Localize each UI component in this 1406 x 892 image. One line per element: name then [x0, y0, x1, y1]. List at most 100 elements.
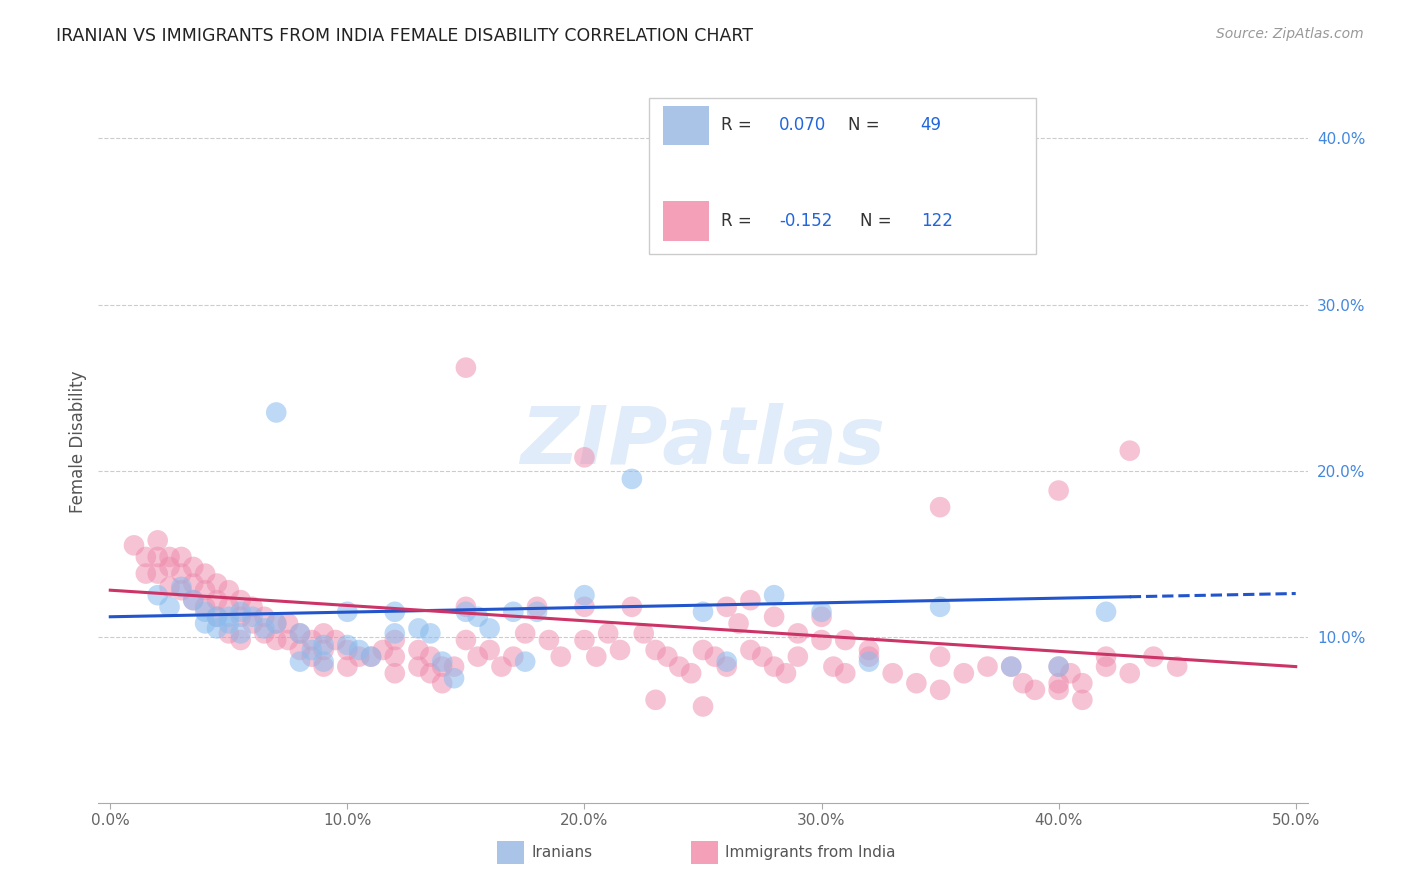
Point — [218, 583, 240, 598]
Point — [253, 621, 276, 635]
Point — [574, 633, 596, 648]
Point — [146, 533, 169, 548]
Point — [929, 682, 952, 697]
Point — [1047, 682, 1070, 697]
Point — [194, 583, 217, 598]
Point — [763, 609, 786, 624]
Point — [253, 626, 276, 640]
Point — [205, 609, 228, 624]
Point — [253, 609, 276, 624]
Point — [502, 649, 524, 664]
Point — [1119, 443, 1142, 458]
Point — [146, 549, 169, 564]
Point — [810, 605, 832, 619]
Point — [432, 676, 454, 690]
Point — [515, 626, 537, 640]
Point — [181, 576, 204, 591]
Point — [264, 633, 287, 648]
Point — [1047, 659, 1070, 673]
Point — [929, 649, 952, 664]
Text: 49: 49 — [921, 117, 942, 135]
Point — [467, 609, 489, 624]
Point — [657, 649, 679, 664]
Point — [229, 626, 252, 640]
Point — [264, 616, 287, 631]
Point — [146, 588, 169, 602]
Point — [775, 666, 797, 681]
Text: Source: ZipAtlas.com: Source: ZipAtlas.com — [1216, 27, 1364, 41]
Point — [692, 605, 714, 619]
Point — [159, 599, 181, 614]
Point — [432, 659, 454, 673]
Point — [170, 583, 193, 598]
Point — [419, 666, 441, 681]
Point — [301, 649, 323, 664]
Point — [135, 566, 157, 581]
Point — [218, 599, 240, 614]
Text: R =: R = — [721, 117, 758, 135]
Point — [194, 605, 217, 619]
Text: -0.152: -0.152 — [779, 211, 832, 230]
Point — [408, 621, 430, 635]
Point — [194, 616, 217, 631]
Point — [952, 666, 974, 681]
Point — [1047, 676, 1070, 690]
Point — [205, 609, 228, 624]
Point — [229, 605, 252, 619]
Point — [574, 599, 596, 614]
Point — [454, 360, 477, 375]
Point — [478, 643, 501, 657]
Text: R =: R = — [721, 211, 758, 230]
Point — [432, 655, 454, 669]
Point — [1000, 659, 1022, 673]
Point — [360, 649, 382, 664]
Point — [301, 633, 323, 648]
Point — [454, 633, 477, 648]
Point — [1119, 666, 1142, 681]
Point — [598, 626, 620, 640]
Point — [858, 643, 880, 657]
Point — [681, 666, 703, 681]
Point — [550, 649, 572, 664]
Point — [301, 643, 323, 657]
Point — [763, 659, 786, 673]
Point — [834, 666, 856, 681]
Point — [609, 643, 631, 657]
Point — [181, 560, 204, 574]
Point — [905, 676, 928, 690]
Point — [312, 659, 335, 673]
Point — [976, 659, 998, 673]
Point — [336, 643, 359, 657]
Point — [740, 593, 762, 607]
FancyBboxPatch shape — [690, 841, 717, 864]
Point — [419, 626, 441, 640]
Point — [668, 659, 690, 673]
Point — [229, 593, 252, 607]
Point — [325, 633, 347, 648]
FancyBboxPatch shape — [664, 201, 709, 241]
Point — [454, 605, 477, 619]
Point — [537, 633, 560, 648]
Point — [1142, 649, 1164, 664]
Point — [218, 616, 240, 631]
Point — [336, 605, 359, 619]
Point — [1095, 649, 1118, 664]
FancyBboxPatch shape — [498, 841, 524, 864]
Point — [834, 633, 856, 648]
Point — [823, 659, 845, 673]
Point — [312, 643, 335, 657]
Point — [159, 549, 181, 564]
Point — [443, 659, 465, 673]
Point — [703, 649, 725, 664]
Point — [620, 599, 643, 614]
Text: Immigrants from India: Immigrants from India — [724, 845, 896, 860]
Point — [740, 643, 762, 657]
Point — [312, 626, 335, 640]
Point — [644, 643, 666, 657]
Point — [1047, 659, 1070, 673]
Point — [181, 593, 204, 607]
Point — [384, 605, 406, 619]
Y-axis label: Female Disability: Female Disability — [69, 370, 87, 513]
Point — [1166, 659, 1188, 673]
Point — [502, 605, 524, 619]
